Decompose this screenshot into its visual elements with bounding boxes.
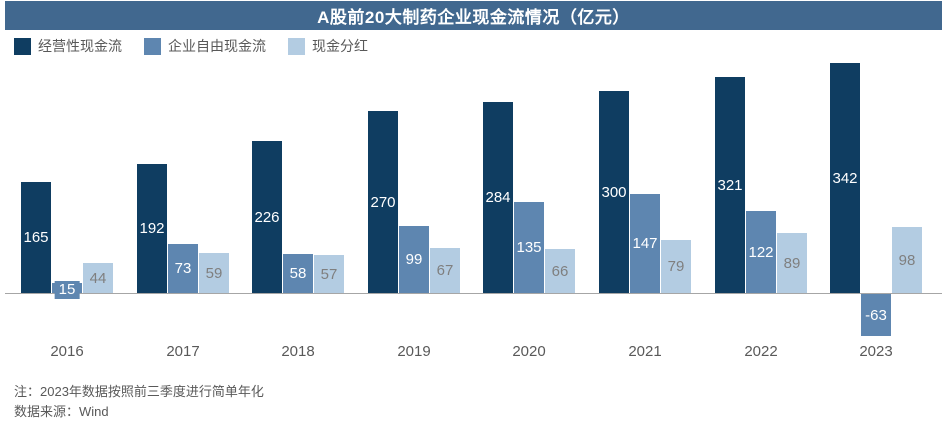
bar-value-label: 192: [139, 220, 165, 237]
bar-value-label: 300: [601, 183, 627, 201]
bar-value-label: 147: [632, 235, 658, 252]
bar-series3-2023: 98: [892, 227, 922, 293]
legend-label: 经营性现金流: [38, 38, 122, 54]
bar-series1-2020: 284: [483, 102, 513, 293]
x-axis-label-2019: 2019: [397, 343, 431, 360]
bar-series3-2021: 79: [661, 240, 691, 293]
footnote-annualization: 注：2023年数据按照前三季度进行简单年化: [14, 384, 264, 399]
legend: 经营性现金流 企业自由现金流 现金分红: [14, 38, 368, 55]
bar-series3-2018: 57: [314, 255, 344, 293]
bar-value-label: 15: [54, 281, 80, 299]
legend-swatch-operating-cash-flow: [14, 38, 31, 55]
bar-series1-2017: 192: [137, 164, 167, 293]
bar-value-label: 67: [436, 262, 454, 279]
bar-series2-2020: 135: [514, 202, 544, 293]
chart-title: A股前20大制药企业现金流情况（亿元）: [317, 8, 630, 27]
bar-series2-2022: 122: [746, 211, 776, 293]
bar-series3-2016: 44: [83, 263, 113, 293]
bar-value-label: -63: [865, 306, 887, 324]
legend-swatch-cash-dividend: [288, 38, 305, 55]
legend-item-cash-dividend: 现金分红: [288, 38, 368, 55]
bar-series1-2019: 270: [368, 111, 398, 293]
bar-value-label: 98: [898, 251, 916, 269]
bar-value-label: 73: [174, 260, 192, 277]
bar-value-label: 79: [667, 258, 685, 275]
bar-series2-2019: 99: [399, 226, 429, 293]
legend-item-operating-cash-flow: 经营性现金流: [14, 38, 122, 55]
bar-series3-2017: 59: [199, 253, 229, 293]
chart-title-bar: A股前20大制药企业现金流情况（亿元）: [5, 1, 942, 30]
bar-series1-2022: 321: [715, 77, 745, 293]
bar-series3-2020: 66: [545, 249, 575, 293]
bar-series3-2019: 67: [430, 248, 460, 293]
x-axis-line: [5, 293, 942, 294]
bar-series1-2016: 165: [21, 182, 51, 293]
bar-value-label: 135: [516, 239, 542, 256]
bar-series1-2018: 226: [252, 141, 282, 293]
x-axis-label-2020: 2020: [512, 343, 546, 360]
x-axis-label-2016: 2016: [50, 343, 84, 360]
footnote-data-source: 数据来源：Wind: [14, 404, 109, 419]
x-axis-label-2017: 2017: [166, 343, 200, 360]
legend-swatch-free-cash-flow: [144, 38, 161, 55]
bar-value-label: 321: [717, 176, 743, 194]
bar-value-label: 89: [783, 254, 801, 272]
bar-series2-2016: 15: [52, 281, 82, 299]
bar-value-label: 66: [551, 262, 569, 280]
legend-label: 现金分红: [312, 38, 368, 54]
bar-value-label: 122: [748, 243, 774, 261]
bar-value-label: 44: [89, 269, 107, 287]
bar-value-label: 58: [289, 265, 307, 282]
legend-item-free-cash-flow: 企业自由现金流: [144, 38, 266, 55]
bar-value-label: 165: [23, 229, 49, 246]
bar-series2-2018: 58: [283, 254, 313, 293]
bar-series1-2021: 300: [599, 91, 629, 293]
bar-series2-2017: 73: [168, 244, 198, 293]
bar-value-label: 59: [205, 264, 223, 282]
bar-value-label: 57: [320, 265, 338, 283]
bar-series1-2023: 342: [830, 63, 860, 293]
footnotes: 注：2023年数据按照前三季度进行简单年化 数据来源：Wind: [14, 382, 264, 422]
bar-series3-2022: 89: [777, 233, 807, 293]
bar-value-label: 226: [254, 208, 280, 226]
bar-value-label: 99: [405, 251, 423, 268]
x-axis-label-2018: 2018: [281, 343, 315, 360]
legend-label: 企业自由现金流: [168, 38, 266, 54]
bar-value-label: 270: [370, 193, 396, 211]
x-axis-label-2022: 2022: [744, 343, 778, 360]
x-axis-label-2023: 2023: [859, 343, 893, 360]
bar-value-label: 342: [832, 169, 858, 187]
bar-value-label: 284: [485, 189, 511, 206]
bar-series2-2021: 147: [630, 194, 660, 293]
bar-series2-2023: -63: [861, 294, 891, 336]
x-axis-label-2021: 2021: [628, 343, 662, 360]
